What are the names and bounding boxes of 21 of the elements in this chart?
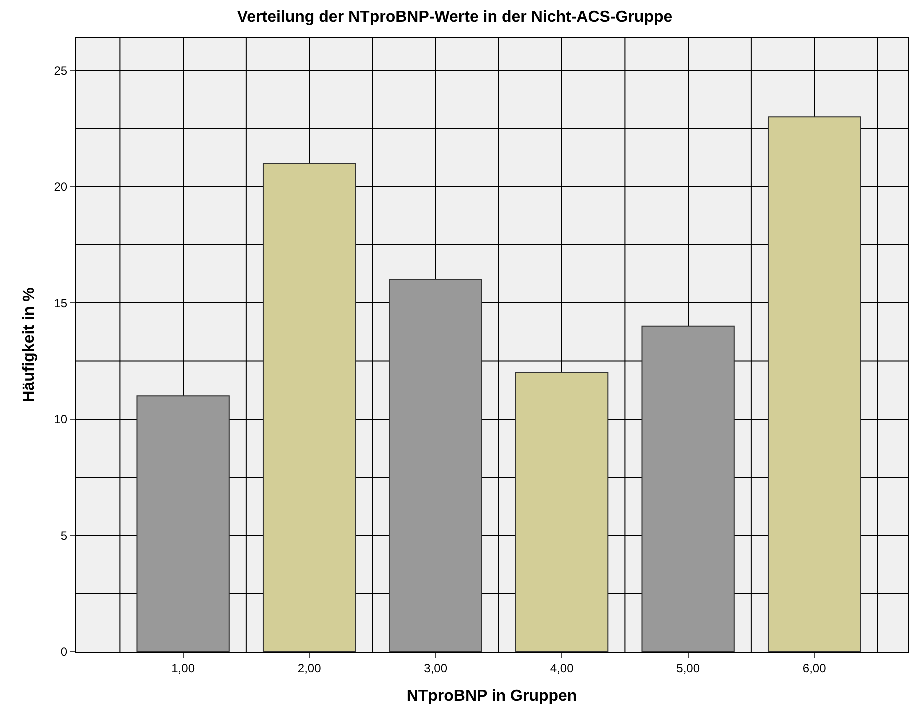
x-tick-label: 3,00 <box>424 661 448 676</box>
y-axis-title: Häufigkeit in % <box>21 288 38 402</box>
x-tick-label: 6,00 <box>802 661 827 676</box>
bar <box>262 163 356 652</box>
bar <box>389 279 482 652</box>
chart-title: Verteilung der NTproBNP-Werte in der Nicht-ACS-Gruppe <box>237 9 673 26</box>
y-tick-label: 15 <box>54 296 68 310</box>
y-tick-label: 5 <box>60 528 68 543</box>
bar <box>768 116 862 652</box>
x-tick-label: 5,00 <box>676 661 700 676</box>
y-tick-label: 25 <box>54 64 68 78</box>
y-tick-label: 0 <box>60 645 68 660</box>
x-tick-label: 4,00 <box>550 661 574 676</box>
bar <box>642 326 735 652</box>
x-tick-label: 1,00 <box>172 661 196 676</box>
bar <box>515 372 609 652</box>
y-tick-label: 20 <box>54 180 68 194</box>
x-axis-title: NTproBNP in Gruppen <box>406 688 578 706</box>
y-tick-label: 10 <box>54 412 68 427</box>
bar <box>136 396 230 652</box>
x-tick-label: 2,00 <box>298 661 322 676</box>
